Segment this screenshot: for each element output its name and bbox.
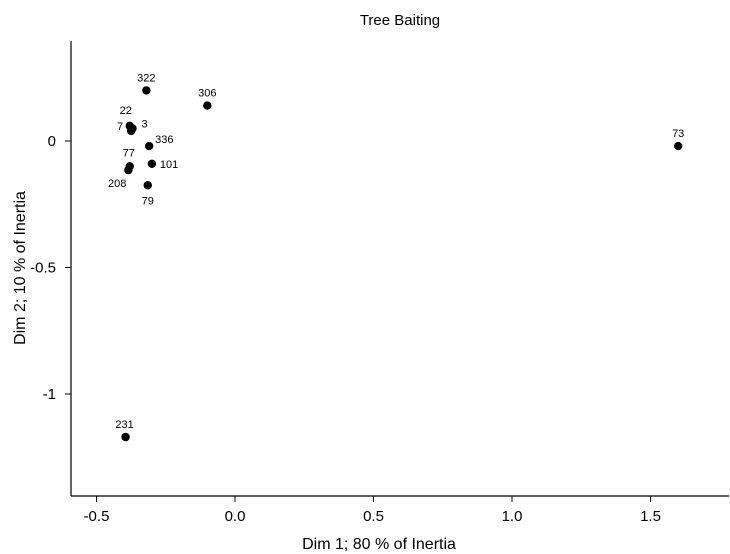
point-label: 231 xyxy=(115,419,133,431)
data-point xyxy=(203,101,212,110)
point-label: 77 xyxy=(123,147,135,159)
y-tick-label: 0 xyxy=(48,133,56,150)
point-label: 306 xyxy=(198,88,216,100)
x-tick-label: 1.0 xyxy=(502,508,523,525)
point-label: 101 xyxy=(160,159,178,171)
point-label: 322 xyxy=(137,72,155,84)
data-point xyxy=(144,141,154,151)
data-point xyxy=(142,86,151,95)
data-point xyxy=(143,181,152,190)
y-tick-label: -1 xyxy=(43,386,56,403)
x-tick-label: 0.5 xyxy=(363,508,384,525)
point-label: 7 xyxy=(117,121,123,133)
data-point xyxy=(674,141,683,151)
point-label: 3 xyxy=(142,118,148,130)
x-tick-label: 1.5 xyxy=(640,508,661,525)
x-axis-label: Dim 1; 80 % of Inertia xyxy=(302,536,456,553)
chart-title: Tree Baiting xyxy=(360,12,440,29)
point-label: 22 xyxy=(120,105,132,117)
data-point xyxy=(124,165,133,175)
data-point xyxy=(121,432,130,442)
data-point xyxy=(128,124,137,133)
point-label: 336 xyxy=(155,134,173,146)
data-point xyxy=(147,159,157,168)
y-ticks: 0 -0.5 -1 xyxy=(30,133,71,403)
x-tick-label: 0.0 xyxy=(225,508,246,525)
x-tick-label: -0.5 xyxy=(84,508,110,525)
x-ticks: -0.5 0.0 0.5 1.0 1.5 xyxy=(84,496,661,525)
y-tick-label: -0.5 xyxy=(30,260,56,277)
point-label: 208 xyxy=(108,178,126,190)
point-label: 73 xyxy=(672,128,684,140)
y-axis-label: Dim 2; 10 % of Inertia xyxy=(12,191,29,345)
point-label: 79 xyxy=(142,195,154,207)
